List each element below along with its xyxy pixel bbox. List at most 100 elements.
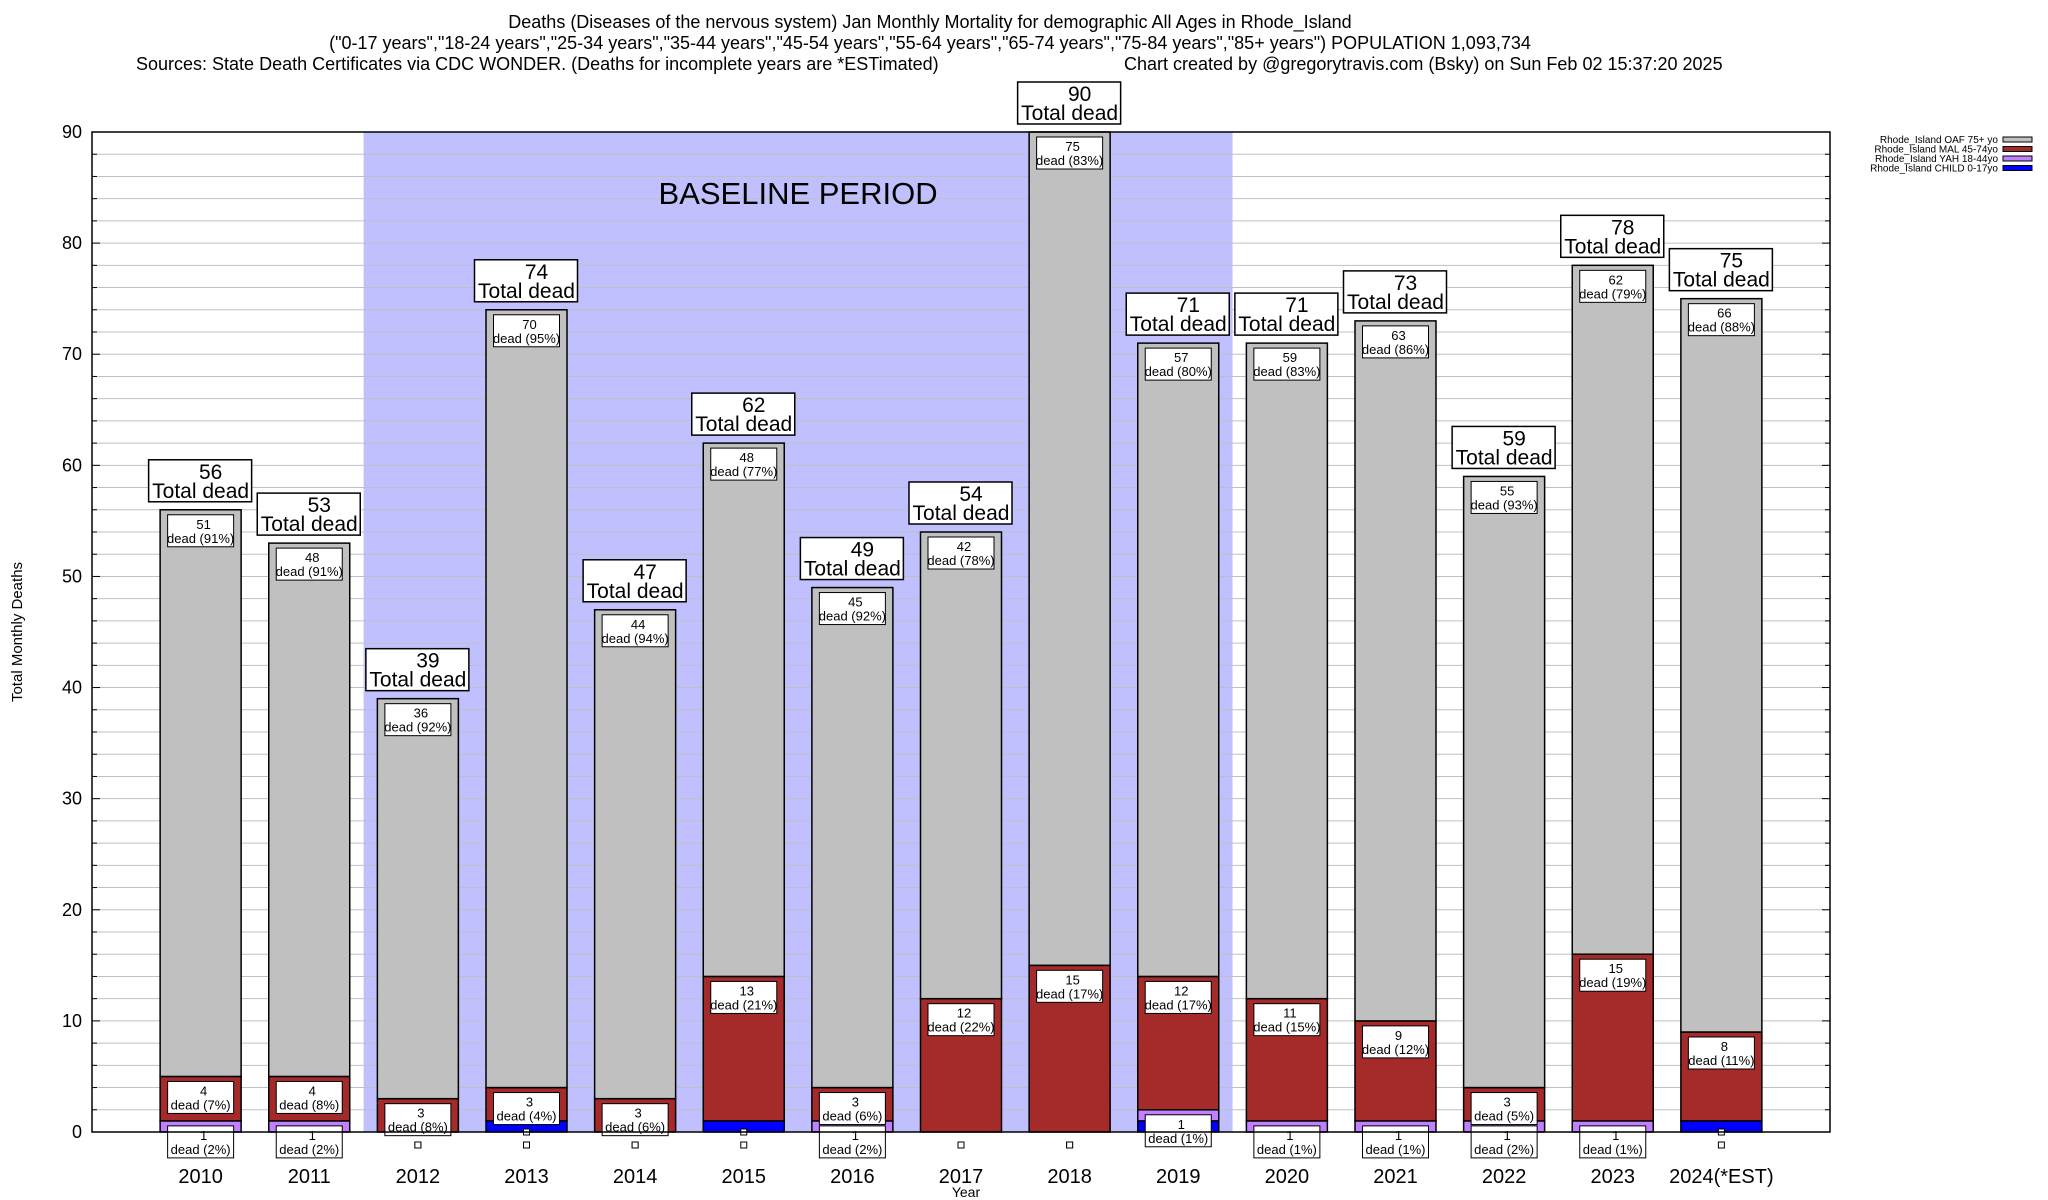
segment-value-label: 1 — [1286, 1128, 1293, 1143]
segment-label-box — [1470, 1125, 1538, 1159]
legend-swatch — [2002, 146, 2033, 152]
total-label-box — [908, 481, 1013, 525]
total-value-label: 71 — [1177, 294, 1200, 317]
segment-percent-label: dead (1%) — [1257, 1142, 1317, 1157]
y-tick-label: 70 — [62, 344, 82, 364]
total-label-box — [1234, 292, 1339, 336]
empty-label-marker — [957, 1141, 965, 1149]
bar-segment — [593, 609, 677, 1100]
segment-percent-label: dead (77%) — [710, 464, 777, 479]
x-tick-label: 2012 — [396, 1166, 441, 1188]
y-tick-label: 20 — [62, 900, 82, 920]
segment-percent-label: dead (2%) — [822, 1142, 882, 1157]
total-suffix-label: Total dead — [1564, 235, 1661, 258]
segment-percent-label: dead (8%) — [279, 1097, 339, 1112]
segment-label-box — [1687, 303, 1755, 337]
bar-segment — [919, 531, 1003, 1000]
y-tick-label: 60 — [62, 455, 82, 475]
segment-value-label: 12 — [957, 1006, 971, 1021]
segment-percent-label: dead (1%) — [1583, 1142, 1643, 1157]
segment-percent-label: dead (95%) — [493, 331, 560, 346]
segment-value-label: 42 — [957, 539, 971, 554]
segment-value-label: 11 — [1283, 1006, 1297, 1021]
total-suffix-label: Total dead — [913, 502, 1010, 525]
plot-frame — [91, 131, 1831, 1133]
x-tick-label: 2018 — [1047, 1166, 1092, 1188]
segment-label-box — [1579, 958, 1647, 992]
segment-label-box — [1362, 1025, 1429, 1059]
empty-label-marker — [631, 1141, 639, 1149]
total-label-box — [365, 647, 470, 692]
segment-label-box — [384, 1103, 452, 1137]
segment-label-box — [1579, 269, 1647, 303]
total-label-box — [1451, 425, 1556, 470]
total-suffix-label: Total dead — [1021, 102, 1118, 125]
segment-value-label: 3 — [852, 1095, 859, 1110]
total-value-label: 54 — [959, 483, 983, 506]
segment-value-label: 4 — [200, 1083, 207, 1098]
segment-label-box — [1253, 1125, 1321, 1159]
segment-label-box — [275, 1125, 343, 1159]
segment-label-box — [167, 1125, 235, 1159]
total-suffix-label: Total dead — [1238, 313, 1335, 336]
total-value-label: 47 — [633, 561, 656, 584]
x-tick-label: 2011 — [288, 1166, 331, 1188]
segment-label-box — [1687, 1036, 1755, 1070]
segment-label-box — [601, 614, 669, 648]
segment-percent-label: dead (92%) — [384, 720, 451, 735]
empty-label-marker — [414, 1141, 422, 1149]
segment-value-label: 70 — [522, 317, 536, 332]
segment-value-label: 51 — [196, 517, 210, 532]
segment-label-box — [1144, 1114, 1212, 1148]
segment-label-box — [1253, 1003, 1321, 1037]
bar-segment — [811, 586, 894, 1089]
total-value-label: 39 — [416, 650, 439, 673]
segment-value-label: 59 — [1283, 350, 1297, 365]
segment-percent-label: dead (79%) — [1579, 286, 1646, 301]
legend-label: Rhode_Island MAL 45-74yo — [1874, 145, 1998, 156]
total-label-box — [799, 536, 905, 581]
total-label-box — [1668, 247, 1774, 292]
segment-percent-label: dead (8%) — [388, 1120, 448, 1135]
total-suffix-label: Total dead — [695, 413, 792, 436]
segment-value-label: 75 — [1065, 139, 1079, 154]
segment-percent-label: dead (91%) — [167, 531, 234, 546]
segment-label-box — [275, 1080, 343, 1114]
segment-percent-label: dead (4%) — [497, 1109, 557, 1124]
total-suffix-label: Total dead — [1673, 269, 1770, 292]
total-value-label: 59 — [1502, 427, 1525, 450]
segment-value-label: 1 — [1612, 1128, 1619, 1143]
bar-segment — [702, 442, 785, 978]
segment-label-box — [384, 703, 452, 737]
segment-value-label: 8 — [1721, 1039, 1728, 1054]
total-value-label: 90 — [1068, 83, 1091, 106]
segment-percent-label: dead (12%) — [1362, 1042, 1429, 1057]
segment-label-box — [601, 1103, 669, 1137]
segment-percent-label: dead (17%) — [1036, 986, 1103, 1001]
total-value-label: 71 — [1285, 294, 1308, 317]
bar-segment — [1462, 475, 1546, 1089]
segment-label-box — [818, 1092, 886, 1126]
segment-label-box — [818, 1125, 886, 1159]
total-label-box — [691, 392, 796, 436]
segment-value-label: 13 — [740, 983, 754, 998]
segment-label-box — [167, 514, 235, 548]
total-value-label: 56 — [199, 461, 222, 484]
segment-label-box — [927, 536, 995, 570]
total-label-box — [1342, 270, 1448, 314]
segment-percent-label: dead (11%) — [1688, 1053, 1754, 1068]
segment-percent-label: dead (80%) — [1145, 364, 1212, 379]
bar-segment — [1028, 131, 1111, 967]
chart-subtitle: ("0-17 years","18-24 years","25-34 years… — [329, 33, 1531, 53]
segment-label-box — [1253, 347, 1321, 381]
x-tick-label: 2017 — [939, 1166, 984, 1188]
segment-label-box — [167, 1080, 235, 1114]
total-label-box — [1125, 292, 1230, 336]
total-suffix-label: Total dead — [1347, 291, 1444, 314]
segment-percent-label: dead (6%) — [822, 1109, 882, 1124]
total-label-box — [582, 559, 687, 603]
segment-percent-label: dead (91%) — [276, 564, 343, 579]
segment-value-label: 3 — [635, 1106, 642, 1121]
segment-label-box — [710, 980, 778, 1014]
x-tick-label: 2022 — [1482, 1166, 1527, 1188]
